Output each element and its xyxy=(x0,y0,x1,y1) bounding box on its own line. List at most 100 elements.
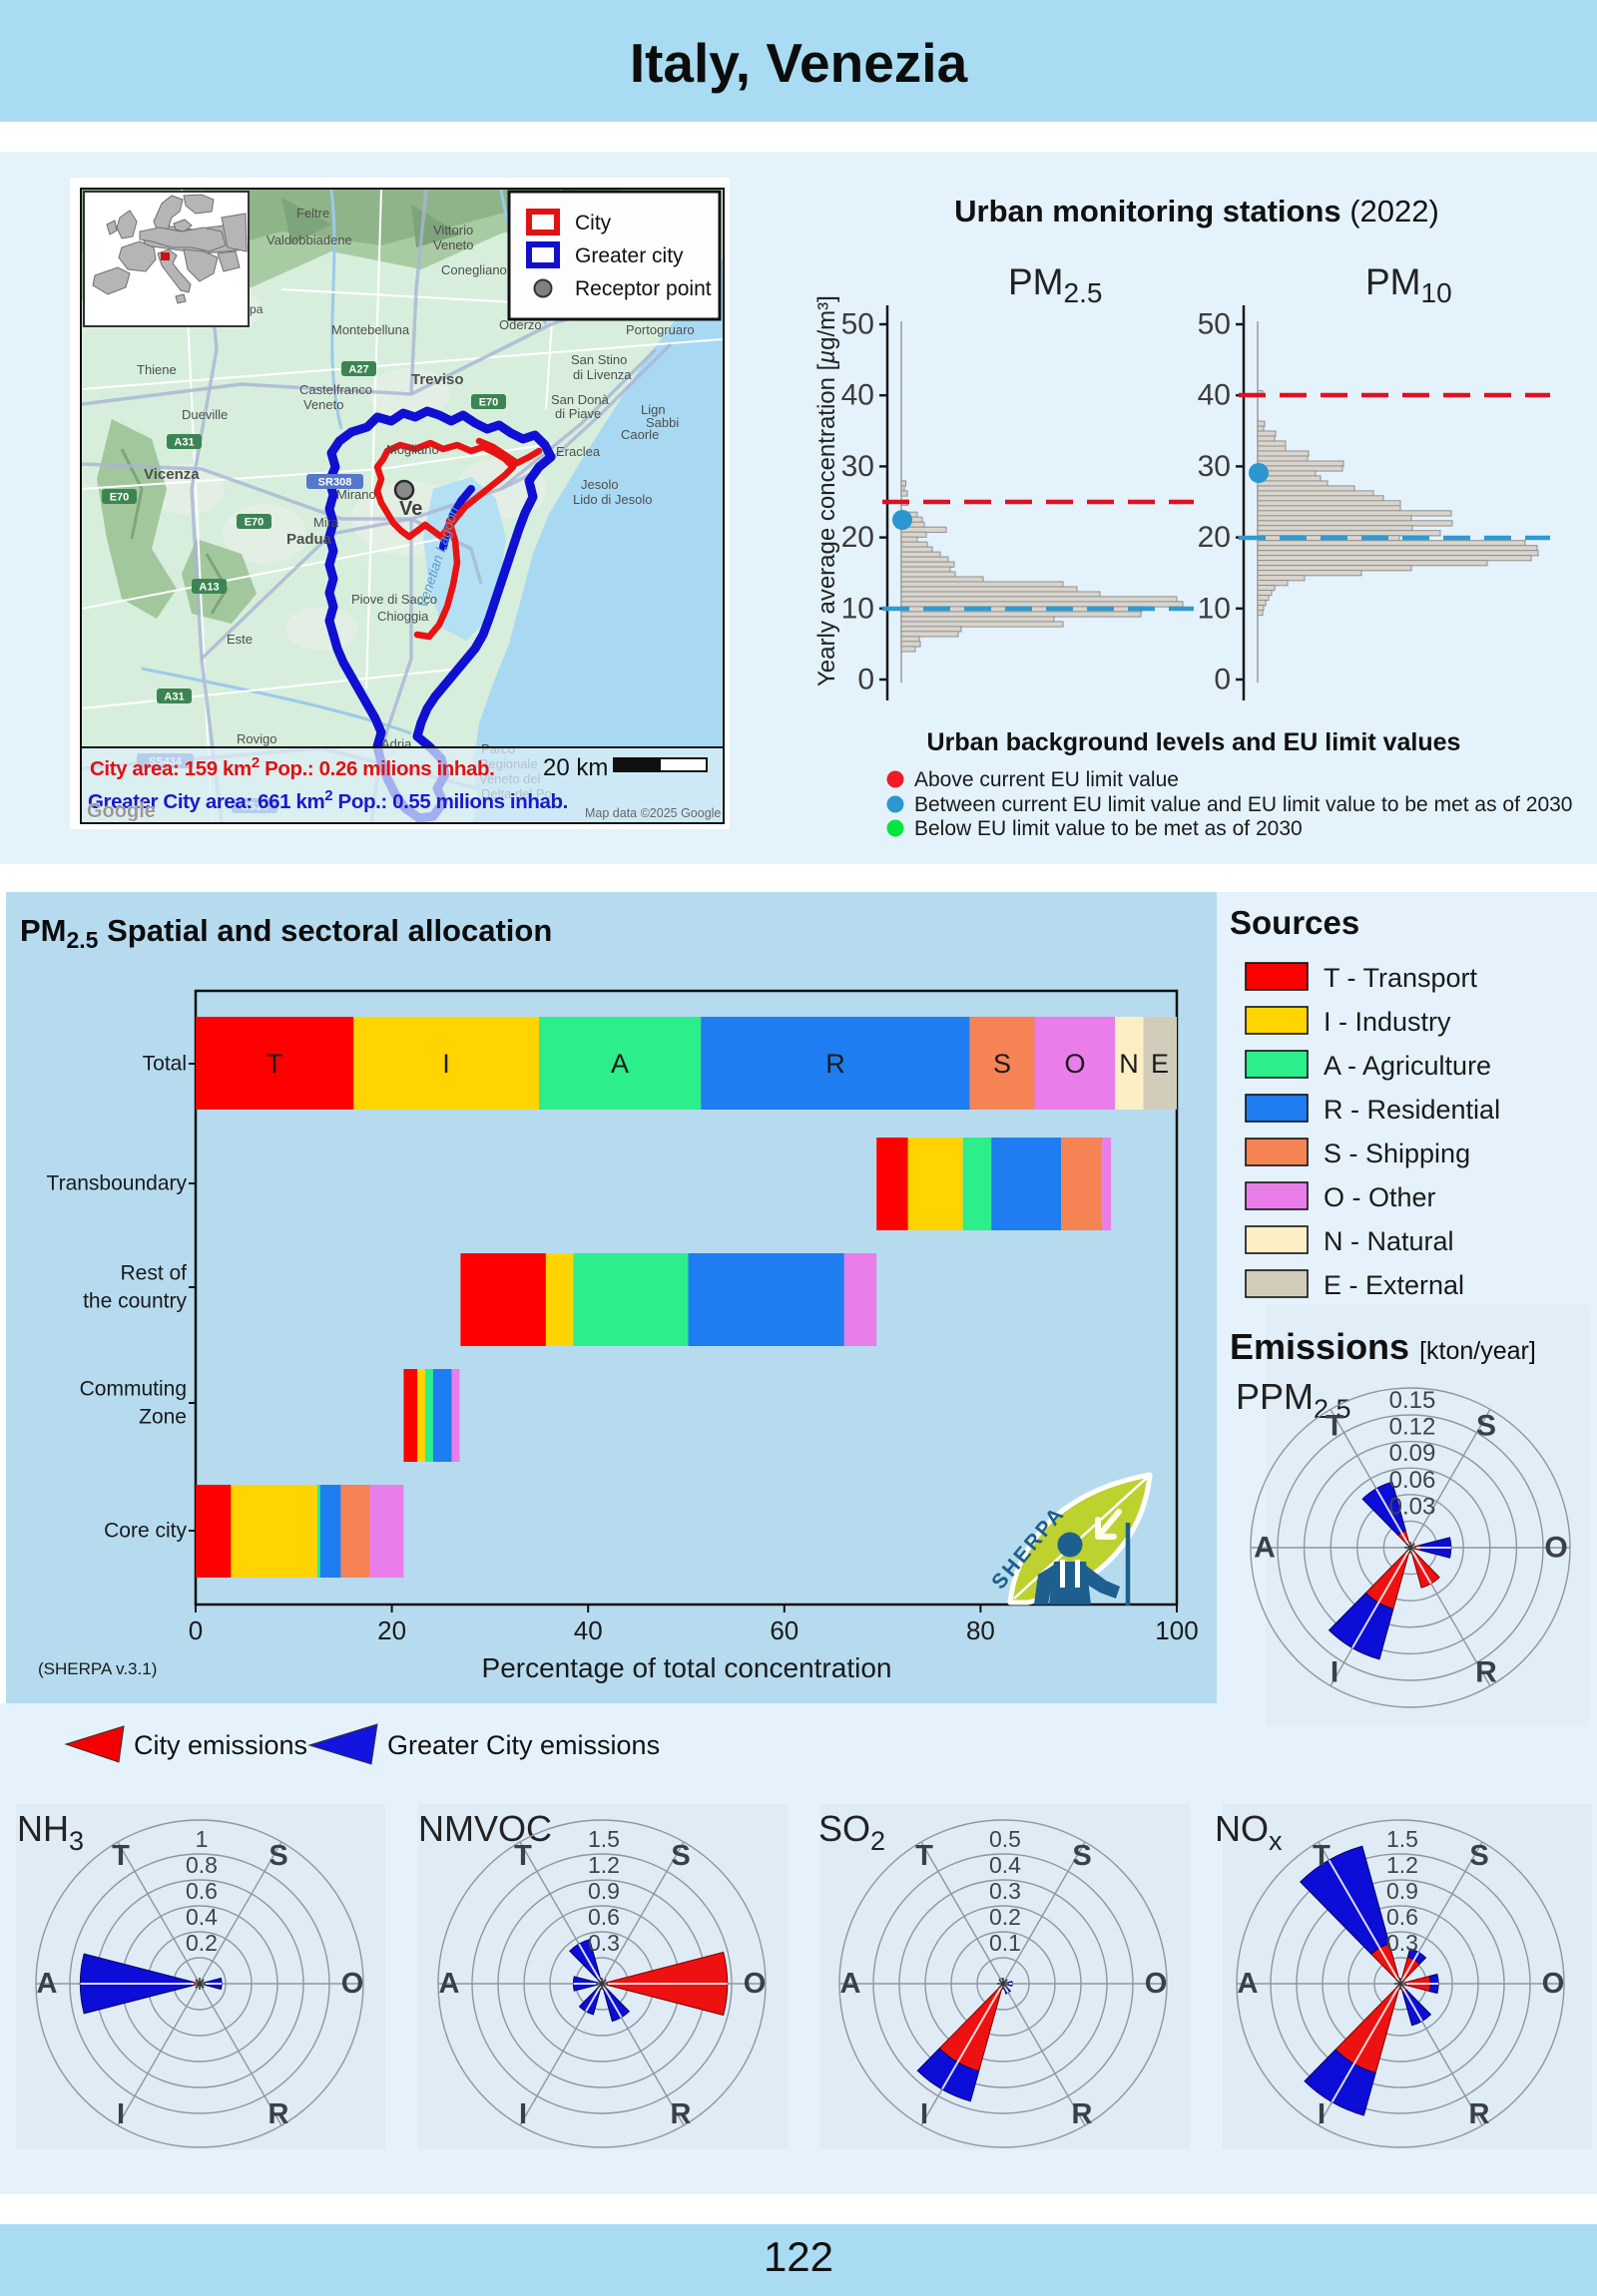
svg-text:Thiene: Thiene xyxy=(137,362,177,377)
svg-text:40: 40 xyxy=(841,379,874,412)
svg-text:0.9: 0.9 xyxy=(588,1878,620,1904)
svg-text:S: S xyxy=(268,1840,287,1872)
svg-text:O: O xyxy=(341,1968,364,2000)
svg-text:N - Natural: N - Natural xyxy=(1324,1226,1454,1256)
svg-text:T: T xyxy=(1313,1840,1331,1872)
svg-text:0.6: 0.6 xyxy=(186,1878,218,1904)
svg-text:E70: E70 xyxy=(245,517,265,529)
svg-text:Treviso: Treviso xyxy=(411,371,464,388)
svg-text:N: N xyxy=(1119,1049,1139,1079)
svg-text:1.2: 1.2 xyxy=(588,1852,620,1878)
svg-text:0.6: 0.6 xyxy=(588,1904,620,1930)
svg-text:0.4: 0.4 xyxy=(186,1904,218,1930)
svg-text:Piove di Sacco: Piove di Sacco xyxy=(351,592,437,607)
svg-text:R: R xyxy=(1475,1656,1497,1689)
svg-text:O: O xyxy=(1145,1968,1168,2000)
svg-text:Mira: Mira xyxy=(313,515,339,530)
svg-text:Padua: Padua xyxy=(286,531,332,548)
svg-text:50: 50 xyxy=(1198,308,1231,341)
svg-text:50: 50 xyxy=(841,308,874,341)
svg-text:A27: A27 xyxy=(348,364,368,376)
svg-text:Veneto: Veneto xyxy=(303,397,344,412)
svg-text:0.12: 0.12 xyxy=(1389,1414,1436,1441)
svg-text:0.15: 0.15 xyxy=(1389,1387,1436,1414)
svg-text:40: 40 xyxy=(574,1615,603,1645)
svg-text:A31: A31 xyxy=(174,437,194,449)
svg-text:Above current EU limit value: Above current EU limit value xyxy=(914,768,1179,791)
svg-text:T: T xyxy=(1326,1410,1343,1443)
svg-text:0: 0 xyxy=(1214,664,1231,696)
svg-text:Mogliano: Mogliano xyxy=(386,442,439,457)
svg-text:40: 40 xyxy=(1198,379,1231,412)
svg-text:Ve: Ve xyxy=(399,498,422,520)
svg-text:Sabbi: Sabbi xyxy=(646,415,679,430)
svg-text:Urban background levels and EU: Urban background levels and EU limit val… xyxy=(927,728,1461,756)
svg-text:0.3: 0.3 xyxy=(989,1878,1021,1904)
svg-text:0.03: 0.03 xyxy=(1389,1493,1436,1520)
svg-text:Vicenza: Vicenza xyxy=(144,466,200,483)
svg-text:1.5: 1.5 xyxy=(1386,1826,1418,1852)
svg-text:80: 80 xyxy=(966,1615,995,1645)
svg-text:Commuting: Commuting xyxy=(80,1378,187,1401)
svg-text:Between current EU limit value: Between current EU limit value and EU li… xyxy=(914,793,1573,816)
svg-text:20: 20 xyxy=(1198,521,1231,554)
svg-text:1: 1 xyxy=(196,1826,209,1852)
svg-text:Eraclea: Eraclea xyxy=(556,444,601,459)
svg-text:0.3: 0.3 xyxy=(588,1930,620,1956)
svg-text:Sources: Sources xyxy=(1230,904,1359,941)
svg-text:S: S xyxy=(671,1840,690,1872)
svg-text:(SHERPA v.3.1): (SHERPA v.3.1) xyxy=(38,1659,157,1678)
svg-text:A: A xyxy=(37,1968,58,2000)
svg-text:di Piave: di Piave xyxy=(555,406,601,421)
svg-text:City: City xyxy=(575,212,612,234)
svg-text:20: 20 xyxy=(841,521,874,554)
svg-text:0.3: 0.3 xyxy=(1386,1930,1418,1956)
svg-text:T: T xyxy=(514,1840,532,1872)
svg-text:NMVOC: NMVOC xyxy=(418,1808,552,1849)
svg-text:Portogruaro: Portogruaro xyxy=(626,322,695,337)
svg-text:Caorle: Caorle xyxy=(621,427,659,442)
svg-text:Lido di Jesolo: Lido di Jesolo xyxy=(573,492,653,507)
svg-text:R: R xyxy=(1072,2098,1093,2130)
svg-text:Receptor point: Receptor point xyxy=(575,277,712,300)
svg-text:S: S xyxy=(1072,1840,1091,1872)
svg-text:I - Industry: I - Industry xyxy=(1324,1007,1451,1037)
svg-text:Mirano: Mirano xyxy=(336,487,376,502)
svg-text:0.5: 0.5 xyxy=(989,1826,1021,1852)
svg-text:R: R xyxy=(825,1049,845,1079)
svg-text:R: R xyxy=(1469,2098,1490,2130)
svg-text:I: I xyxy=(519,2098,527,2130)
svg-text:Percentage of total concentrat: Percentage of total concentration xyxy=(482,1652,892,1683)
svg-text:Jesolo: Jesolo xyxy=(581,477,619,492)
svg-text:Feltre: Feltre xyxy=(296,206,329,221)
svg-text:20: 20 xyxy=(377,1615,406,1645)
svg-text:A - Agriculture: A - Agriculture xyxy=(1324,1051,1491,1081)
svg-text:0.06: 0.06 xyxy=(1389,1467,1436,1494)
svg-text:Greater City emissions: Greater City emissions xyxy=(387,1730,660,1760)
svg-text:O: O xyxy=(1542,1968,1565,2000)
svg-text:San Donà: San Donà xyxy=(551,392,610,407)
svg-text:O: O xyxy=(744,1968,767,2000)
svg-text:di Livenza: di Livenza xyxy=(573,367,632,382)
svg-text:0.6: 0.6 xyxy=(1386,1904,1418,1930)
svg-text:10: 10 xyxy=(841,592,874,625)
svg-text:Vittorio: Vittorio xyxy=(433,223,473,237)
svg-text:Greater city: Greater city xyxy=(575,244,684,267)
svg-text:S - Shipping: S - Shipping xyxy=(1324,1139,1470,1168)
svg-text:Transboundary: Transboundary xyxy=(47,1172,188,1195)
svg-text:Valdobbiadene: Valdobbiadene xyxy=(266,232,352,247)
svg-text:1.2: 1.2 xyxy=(1386,1852,1418,1878)
svg-text:O: O xyxy=(1544,1532,1567,1565)
svg-text:T: T xyxy=(112,1840,130,1872)
svg-text:Core city: Core city xyxy=(104,1520,187,1543)
svg-text:20 km: 20 km xyxy=(543,754,608,781)
svg-text:T - Transport: T - Transport xyxy=(1324,963,1478,993)
svg-text:R: R xyxy=(671,2098,692,2130)
svg-text:T: T xyxy=(915,1840,933,1872)
svg-text:O: O xyxy=(1064,1049,1085,1079)
svg-text:S: S xyxy=(1469,1840,1488,1872)
svg-text:E: E xyxy=(1151,1049,1169,1079)
svg-text:Google: Google xyxy=(87,800,156,822)
svg-text:0.2: 0.2 xyxy=(186,1930,218,1956)
svg-text:Rest of: Rest of xyxy=(120,1262,187,1285)
